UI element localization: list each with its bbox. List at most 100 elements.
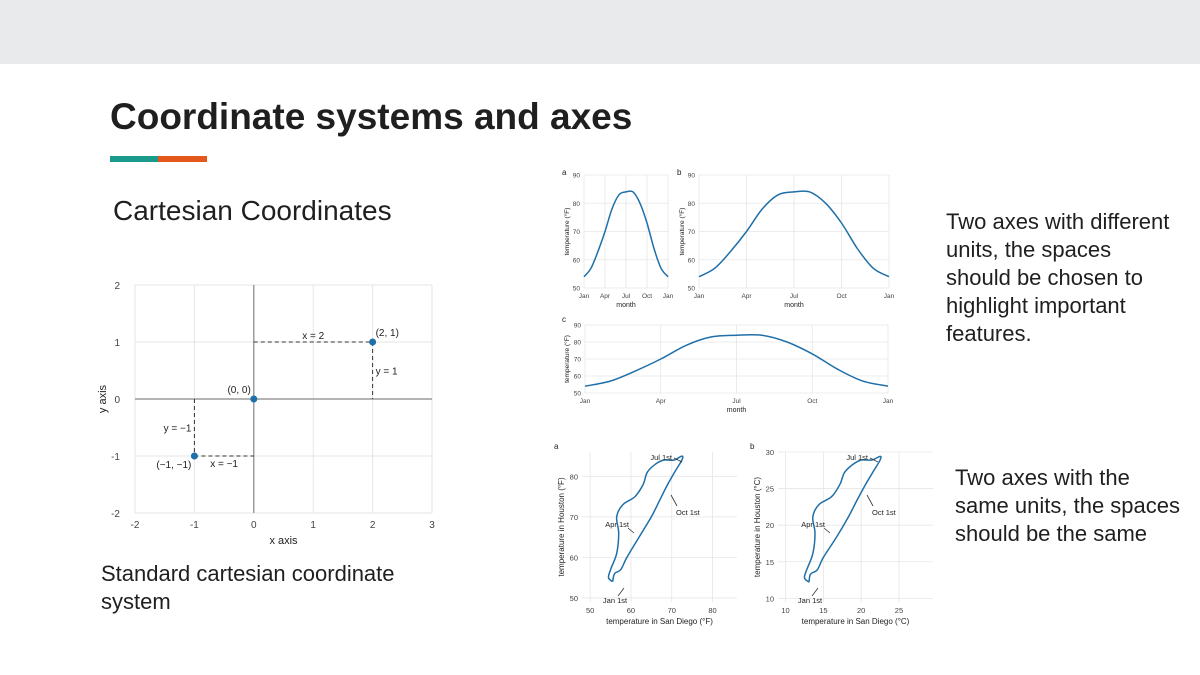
y-tick-label: 10 [766, 594, 774, 603]
x-tick-label: 20 [857, 606, 865, 615]
x-tick-label: Apr [600, 293, 611, 300]
date-label: Oct 1st [872, 508, 897, 517]
x-tick-label: Jul [732, 398, 741, 405]
y-tick-label: 2 [114, 281, 120, 292]
x-tick-label: 70 [668, 606, 676, 615]
y-axis-label: temperature (°F) [563, 335, 571, 383]
description-same-units: Two axes with the same units, the spaces… [955, 465, 1181, 546]
description-different-units: Two axes with different units, the space… [946, 209, 1170, 346]
y-tick-label: 60 [573, 257, 581, 264]
panel-label: b [677, 168, 682, 177]
x-axis-label: month [616, 302, 636, 309]
y-tick-label: 30 [766, 448, 774, 457]
x-tick-label: Jan [884, 293, 895, 300]
label-pointer [823, 527, 831, 534]
houston-sandiego-loop [607, 455, 684, 583]
y-tick-label: 0 [114, 395, 120, 406]
x-tick-label: Apr [656, 398, 667, 405]
y-tick-label: 80 [574, 340, 582, 347]
section-subtitle: Cartesian Coordinates [113, 195, 392, 226]
point-label: (2, 1) [376, 328, 399, 339]
x-tick-label: -1 [190, 520, 199, 531]
y-tick-label: 80 [573, 201, 581, 208]
x-tick-label: Jan [694, 293, 705, 300]
label-pointer [673, 457, 683, 463]
date-label: Jul 1st [846, 453, 869, 462]
x-tick-label: 1 [310, 520, 316, 531]
x-tick-label: 2 [370, 520, 376, 531]
x-tick-label: 10 [781, 606, 789, 615]
y-tick-label: 70 [570, 513, 578, 522]
y-tick-label: 20 [766, 521, 774, 530]
y-tick-label: 90 [688, 173, 696, 180]
date-label: Apr 1st [605, 520, 630, 529]
y-tick-label: 1 [114, 338, 120, 349]
x-tick-label: Jan [579, 293, 590, 300]
temperature-panel-b: Jan Apr Jul Oct Jan5060708090bmonthtemperatu… [677, 168, 895, 309]
y-tick-label: 70 [574, 357, 582, 364]
x-tick-label: Oct [642, 293, 652, 300]
top-bar [0, 0, 1200, 64]
y-axis-label: temperature (°F) [678, 208, 686, 256]
annotation-label: x = −1 [210, 459, 238, 470]
temperature-line [584, 333, 889, 387]
label-pointer [617, 587, 625, 597]
slide-title: Coordinate systems and axes [110, 96, 633, 137]
label-pointer [670, 494, 678, 507]
annotation-label: x = 2 [302, 331, 324, 342]
y-tick-label: 60 [574, 374, 582, 381]
houston-sandiego-celsius: 10 15 20 25 10 15 20 25 30 Jul 1st Oct 1st Apr 1st J… [750, 442, 933, 626]
y-tick-label: 15 [766, 558, 774, 567]
y-axis-label: temperature (°F) [563, 208, 571, 256]
date-label: Apr 1st [801, 520, 826, 529]
annotation-label: y = 1 [376, 367, 398, 378]
x-tick-label: 0 [251, 520, 257, 531]
x-axis-label: month [727, 407, 747, 414]
date-label: Jan 1st [798, 596, 823, 605]
y-tick-label: -1 [111, 452, 120, 463]
x-axis-label: x axis [269, 535, 298, 547]
temperature-panel-c: Jan Apr Jul Oct Jan5060708090cmonthtemperatu… [562, 315, 894, 414]
x-tick-label: 60 [627, 606, 635, 615]
label-pointer [627, 527, 635, 534]
y-tick-label: 90 [573, 173, 581, 180]
y-tick-label: 60 [688, 257, 696, 264]
cartesian-caption: Standard cartesian coordinate system [101, 561, 395, 614]
x-tick-label: 3 [429, 520, 435, 531]
accent-bar-teal [110, 156, 158, 162]
panel-label: b [750, 442, 755, 451]
label-pointer [866, 494, 874, 507]
y-axis-label: y axis [97, 384, 109, 413]
y-tick-label: 50 [574, 391, 582, 398]
data-point [369, 338, 377, 346]
x-tick-label: -2 [131, 520, 140, 531]
y-tick-label: 50 [573, 286, 581, 293]
y-tick-label: 25 [766, 485, 774, 494]
data-point [190, 452, 198, 460]
y-tick-label: 70 [573, 229, 581, 236]
y-tick-label: 50 [688, 286, 696, 293]
x-tick-label: Jul [790, 293, 799, 300]
x-axis-label: month [784, 302, 804, 309]
y-tick-label: 70 [688, 229, 696, 236]
x-tick-label: 50 [586, 606, 594, 615]
x-axis-label: temperature in San Diego (°C) [802, 617, 910, 626]
houston-sandiego-loop [803, 455, 882, 583]
annotation-label: y = −1 [164, 424, 192, 435]
y-axis-label: temperature in Houston (°F) [557, 477, 566, 577]
x-tick-label: 80 [708, 606, 716, 615]
panel-label: c [562, 315, 566, 324]
y-axis-label: temperature in Houston (°C) [753, 477, 762, 577]
panel-label: a [554, 442, 559, 451]
y-tick-label: 60 [570, 553, 578, 562]
houston-sandiego-fahrenheit: 50 60 70 80 50 60 70 80 Jul 1st Oct 1st Apr 1st Jan… [554, 442, 737, 626]
accent-bar-orange [158, 156, 207, 162]
y-tick-label: 80 [688, 201, 696, 208]
temperature-panel-a: Jan Apr Jul Oct Jan5060708090amonthtemperatu… [562, 168, 674, 309]
x-axis-label: temperature in San Diego (°F) [606, 617, 713, 626]
date-label: Oct 1st [676, 508, 701, 517]
x-tick-label: Oct [836, 293, 846, 300]
panel-label: a [562, 168, 567, 177]
date-label: Jul 1st [650, 453, 673, 462]
y-tick-label: 80 [570, 472, 578, 481]
